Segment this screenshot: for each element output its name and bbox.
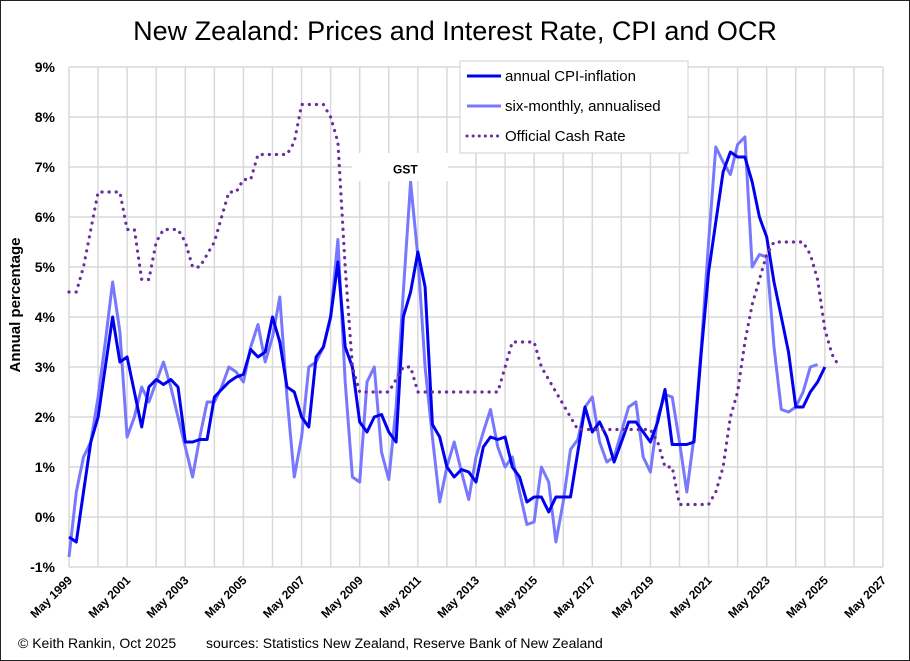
y-tick-label: -1% xyxy=(30,559,55,575)
y-axis-ticks: -1% 0% 1% 2% 3% 4% 5% 6% 7% 8% 9% xyxy=(30,59,55,575)
y-tick-label: 7% xyxy=(35,159,56,175)
chart-title: New Zealand: Prices and Interest Rate, C… xyxy=(133,16,777,46)
y-tick-label: 9% xyxy=(35,59,56,75)
x-tick-label: May 2015 xyxy=(493,573,541,621)
y-tick-label: 5% xyxy=(35,259,56,275)
x-tick-label: May 2001 xyxy=(86,573,134,621)
x-tick-label: May 2023 xyxy=(725,573,773,621)
series-line-official-cash-rate xyxy=(67,102,842,507)
y-tick-label: 2% xyxy=(35,409,56,425)
footer-credit: © Keith Rankin, Oct 2025 xyxy=(18,635,176,651)
y-tick-label: 4% xyxy=(35,309,56,325)
x-tick-label: May 2007 xyxy=(260,573,308,621)
series-line-six-monthly-annualised xyxy=(67,135,819,558)
y-tick-label: 1% xyxy=(35,459,56,475)
x-tick-label: May 2019 xyxy=(609,573,657,621)
series-line-annual-cpi-inflation xyxy=(68,150,827,544)
x-tick-label: May 2025 xyxy=(783,573,831,621)
grid xyxy=(68,66,884,568)
y-tick-label: 6% xyxy=(35,209,56,225)
legend-label-six-monthly: six-monthly, annualised xyxy=(505,98,661,115)
x-tick-label: May 2005 xyxy=(202,573,250,621)
y-tick-label: 3% xyxy=(35,359,56,375)
legend: annual CPI-inflation six-monthly, annual… xyxy=(459,60,689,154)
y-axis-label: Annual percentage xyxy=(7,237,24,372)
x-tick-label: May 2011 xyxy=(377,573,424,620)
series-layer xyxy=(67,102,842,558)
x-tick-label: May 2003 xyxy=(144,573,192,621)
annotation-layer: GST xyxy=(352,153,448,181)
x-axis-ticks: May 1999 May 2001 May 2003 May 2005 May 2007… xyxy=(27,573,889,621)
legend-label-ocr: Official Cash Rate xyxy=(505,128,626,145)
footer-sources: sources: Statistics New Zealand, Reserve… xyxy=(206,635,603,651)
annotation-gst: GST xyxy=(393,163,418,177)
annotation-background xyxy=(352,153,448,181)
y-tick-label: 0% xyxy=(35,509,56,525)
legend-label-annual-cpi: annual CPI-inflation xyxy=(505,68,636,85)
x-tick-label: May 2013 xyxy=(434,573,482,621)
x-tick-label: May 1999 xyxy=(27,573,75,621)
x-tick-label: May 2027 xyxy=(841,573,889,621)
x-tick-label: May 2017 xyxy=(551,573,599,621)
y-tick-label: 8% xyxy=(35,109,56,125)
x-tick-label: May 2009 xyxy=(318,573,366,621)
x-tick-label: May 2021 xyxy=(667,573,715,621)
